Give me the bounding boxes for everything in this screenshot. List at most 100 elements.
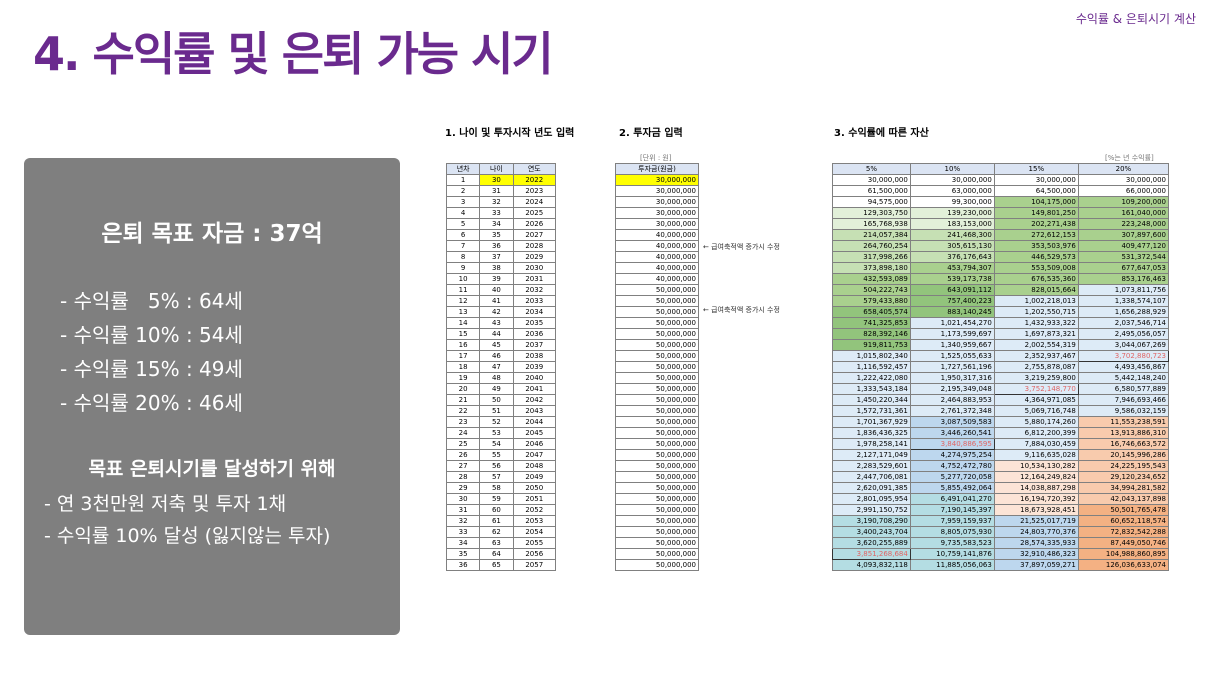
investment-cell[interactable]: 40,000,000 <box>615 229 699 241</box>
asset-cell: 8,805,075,930 <box>909 526 995 538</box>
asset-cell: 1,338,574,107 <box>1077 295 1170 307</box>
investment-cell[interactable]: 50,000,000 <box>615 548 699 560</box>
asset-cell: 317,998,266 <box>832 251 911 263</box>
table-row: 3,620,255,889 9,735,583,523 28,574,335,933… <box>832 537 1170 549</box>
table-row: 1,333,543,184 2,195,349,048 3,752,148,770 6… <box>832 383 1170 395</box>
asset-cell: 18,673,928,451 <box>993 504 1079 516</box>
investment-cell[interactable]: 50,000,000 <box>615 559 699 571</box>
investment-cell[interactable]: 50,000,000 <box>615 471 699 483</box>
asset-cell: 1,697,873,321 <box>993 328 1079 340</box>
asset-cell: 828,015,664 <box>993 284 1079 296</box>
investment-cell[interactable]: 40,000,000 <box>615 273 699 285</box>
investment-cell[interactable]: 50,000,000 <box>615 295 699 307</box>
asset-cell: 853,176,463 <box>1077 273 1170 285</box>
asset-cell: 2,037,546,714 <box>1077 317 1170 329</box>
table-cell: 2028 <box>512 240 557 252</box>
table-row: 1,836,436,325 3,446,260,541 6,812,200,399 1… <box>832 427 1170 439</box>
asset-cell: 3,190,708,290 <box>832 515 911 527</box>
investment-cell[interactable]: 50,000,000 <box>615 372 699 384</box>
table-cell: 13 <box>445 306 481 318</box>
col-header: 나이 <box>479 163 514 175</box>
investment-cell[interactable]: 30,000,000 <box>615 196 699 208</box>
table-row: 1,015,802,340 1,525,055,633 2,352,937,467 3… <box>832 350 1170 362</box>
table-cell: 43 <box>479 317 514 329</box>
table-cell: 2044 <box>512 416 557 428</box>
asset-cell: 2,620,091,385 <box>832 482 911 494</box>
investment-cell[interactable]: 50,000,000 <box>615 339 699 351</box>
table-cell: 7 <box>445 240 481 252</box>
investment-cell[interactable]: 40,000,000 <box>615 262 699 274</box>
investment-cell[interactable]: 50,000,000 <box>615 427 699 439</box>
investment-cell[interactable]: 50,000,000 <box>615 438 699 450</box>
asset-cell: 61,500,000 <box>832 185 911 197</box>
table-row: 50,000,000 <box>615 295 699 307</box>
investment-cell[interactable]: 30,000,000 <box>615 207 699 219</box>
investment-cell[interactable]: 40,000,000 <box>615 251 699 263</box>
table-row: 30 59 2051 <box>445 493 557 505</box>
investment-cell[interactable]: 50,000,000 <box>615 526 699 538</box>
table-row: 40,000,000 <box>615 229 699 241</box>
table-row: 8 37 2029 <box>445 251 557 263</box>
investment-cell[interactable]: 50,000,000 <box>615 460 699 472</box>
investment-cell[interactable]: 50,000,000 <box>615 284 699 296</box>
action-item: - 수익률 10% 달성 (잃지않는 투자) <box>44 525 331 547</box>
table-row: 7 36 2028 <box>445 240 557 252</box>
table-row: 1,222,422,080 1,950,317,316 3,219,259,800 5… <box>832 372 1170 384</box>
investment-cell[interactable]: 50,000,000 <box>615 493 699 505</box>
table-cell: 36 <box>479 240 514 252</box>
table-row: 129,303,750 139,230,000 149,801,250 161,040… <box>832 207 1170 219</box>
table-row: 50,000,000 <box>615 416 699 428</box>
unit-label-rate: [%는 년 수익률] <box>1105 154 1154 162</box>
investment-cell[interactable]: 50,000,000 <box>615 361 699 373</box>
asset-cell: 1,432,933,322 <box>993 317 1079 329</box>
asset-cell: 1,021,454,270 <box>909 317 995 329</box>
investment-cell[interactable]: 50,000,000 <box>615 350 699 362</box>
asset-cell: 264,760,254 <box>832 240 911 252</box>
table-row: 317,998,266 376,176,643 446,529,573 531,372… <box>832 251 1170 263</box>
table-row: 15 44 2036 <box>445 328 557 340</box>
asset-cell: 1,525,055,633 <box>909 350 995 362</box>
investment-cell[interactable]: 50,000,000 <box>615 416 699 428</box>
investment-cell[interactable]: 50,000,000 <box>615 306 699 318</box>
asset-cell: 9,586,032,159 <box>1077 405 1170 417</box>
investment-cell[interactable]: 50,000,000 <box>615 537 699 549</box>
table-cell: 2045 <box>512 427 557 439</box>
table-row: 1,701,367,929 3,087,509,583 5,880,174,260 1… <box>832 416 1170 428</box>
asset-cell: 94,575,000 <box>832 196 911 208</box>
table-cell: 34 <box>479 218 514 230</box>
table-row: 36 65 2057 <box>445 559 557 571</box>
table-row: 50,000,000 <box>615 471 699 483</box>
table-cell: 1 <box>445 174 481 186</box>
investment-cell[interactable]: 50,000,000 <box>615 405 699 417</box>
investment-cell[interactable]: 30,000,000 <box>615 185 699 197</box>
investment-cell[interactable]: 50,000,000 <box>615 383 699 395</box>
investment-cell[interactable]: 50,000,000 <box>615 317 699 329</box>
investment-cell[interactable]: 30,000,000 <box>615 218 699 230</box>
asset-cell: 2,195,349,048 <box>909 383 995 395</box>
investment-cell[interactable]: 30,000,000 <box>615 174 699 186</box>
table-row: 50,000,000 <box>615 394 699 406</box>
table-cell: 64 <box>479 548 514 560</box>
investment-cell[interactable]: 40,000,000 <box>615 240 699 252</box>
table-cell: 47 <box>479 361 514 373</box>
asset-cell: 165,768,938 <box>832 218 911 230</box>
investment-cell[interactable]: 50,000,000 <box>615 504 699 516</box>
asset-cell: 1,656,288,929 <box>1077 306 1170 318</box>
asset-cell: 2,002,554,319 <box>993 339 1079 351</box>
asset-cell: 149,801,250 <box>993 207 1079 219</box>
asset-cell: 64,500,000 <box>993 185 1079 197</box>
investment-cell[interactable]: 50,000,000 <box>615 482 699 494</box>
table-row: 50,000,000 <box>615 372 699 384</box>
table-row: 32 61 2053 <box>445 515 557 527</box>
table-cell: 2022 <box>512 174 557 186</box>
table-cell: 61 <box>479 515 514 527</box>
investment-cell[interactable]: 50,000,000 <box>615 515 699 527</box>
investment-cell[interactable]: 50,000,000 <box>615 328 699 340</box>
table-row: 432,593,089 539,173,738 676,535,360 853,176… <box>832 273 1170 285</box>
investment-cell[interactable]: 50,000,000 <box>615 394 699 406</box>
table-cell: 2034 <box>512 306 557 318</box>
asset-cell: 7,946,693,466 <box>1077 394 1170 406</box>
asset-cell: 1,015,802,340 <box>832 350 911 362</box>
investment-cell[interactable]: 50,000,000 <box>615 449 699 461</box>
asset-cell: 109,200,000 <box>1077 196 1170 208</box>
